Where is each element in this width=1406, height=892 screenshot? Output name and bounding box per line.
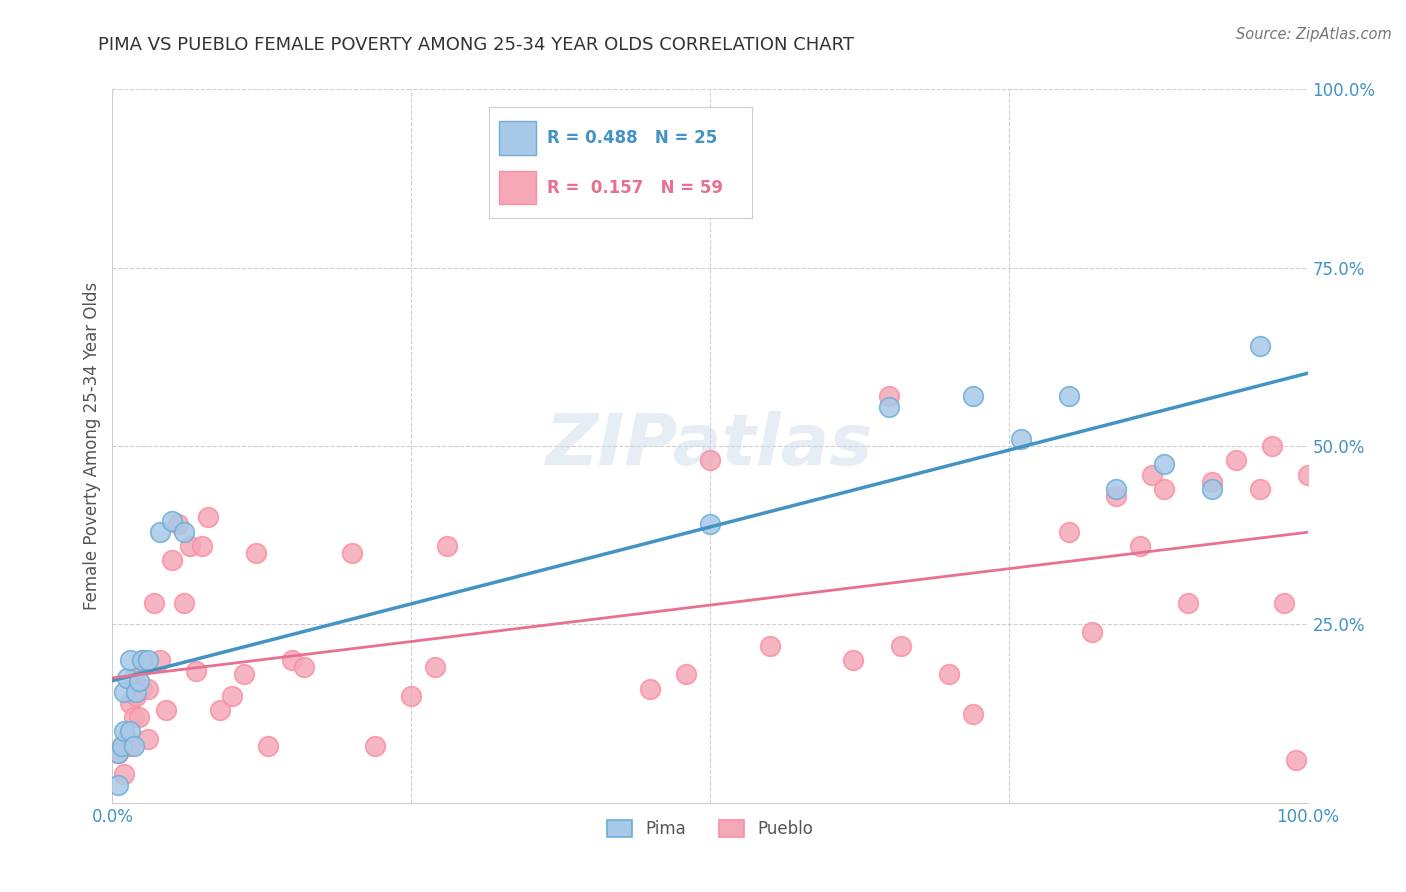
Point: [640, 681, 662, 696]
Point: [120, 653, 142, 667]
Point: [162, 514, 183, 528]
Point: [962, 706, 984, 721]
Point: [111, 739, 134, 753]
Point: [120, 696, 142, 710]
Point: [1057, 389, 1080, 403]
Point: [122, 739, 145, 753]
Point: [197, 510, 219, 524]
Point: [1153, 457, 1175, 471]
Point: [699, 453, 721, 467]
Point: [1129, 539, 1152, 553]
Point: [107, 746, 129, 760]
Y-axis label: Female Poverty Among 25-34 Year Olds: Female Poverty Among 25-34 Year Olds: [83, 282, 101, 610]
Point: [155, 703, 177, 717]
Point: [131, 653, 153, 667]
Point: [401, 689, 423, 703]
Text: ZIPatlas: ZIPatlas: [547, 411, 873, 481]
Point: [186, 664, 208, 678]
Point: [162, 553, 183, 567]
Legend: Pima, Pueblo: Pima, Pueblo: [600, 813, 820, 845]
Point: [292, 660, 315, 674]
Point: [675, 667, 697, 681]
Point: [221, 689, 243, 703]
Point: [1272, 596, 1295, 610]
Point: [938, 667, 960, 681]
Point: [1225, 453, 1247, 467]
Point: [1261, 439, 1284, 453]
Point: [699, 517, 721, 532]
Text: PIMA VS PUEBLO FEMALE POVERTY AMONG 25-34 YEAR OLDS CORRELATION CHART: PIMA VS PUEBLO FEMALE POVERTY AMONG 25-3…: [98, 36, 855, 54]
Point: [114, 685, 135, 699]
Point: [131, 681, 153, 696]
Point: [1010, 432, 1032, 446]
Point: [436, 539, 458, 553]
Point: [257, 739, 280, 753]
Point: [1153, 482, 1175, 496]
Point: [111, 739, 134, 753]
Point: [173, 596, 195, 610]
Point: [128, 674, 150, 689]
Point: [233, 667, 256, 681]
Point: [890, 639, 912, 653]
Point: [1081, 624, 1104, 639]
Point: [107, 778, 129, 792]
Point: [281, 653, 304, 667]
Point: [1201, 475, 1223, 489]
Point: [425, 660, 447, 674]
Point: [191, 539, 214, 553]
Point: [1249, 482, 1271, 496]
Point: [122, 710, 145, 724]
Point: [962, 389, 984, 403]
Point: [115, 731, 138, 746]
Point: [125, 685, 148, 699]
Point: [173, 524, 195, 539]
Point: [115, 671, 138, 685]
Point: [1105, 482, 1128, 496]
Point: [149, 653, 172, 667]
Point: [167, 517, 190, 532]
Point: [879, 400, 901, 414]
Point: [138, 681, 160, 696]
Point: [138, 653, 160, 667]
Point: [1177, 596, 1199, 610]
Point: [1201, 482, 1223, 496]
Point: [209, 703, 232, 717]
Point: [1105, 489, 1128, 503]
Point: [1285, 753, 1308, 767]
Point: [120, 724, 142, 739]
Point: [125, 689, 148, 703]
Point: [122, 671, 145, 685]
Point: [107, 746, 129, 760]
Point: [138, 731, 160, 746]
Point: [120, 739, 142, 753]
Point: [114, 724, 135, 739]
Text: Source: ZipAtlas.com: Source: ZipAtlas.com: [1236, 27, 1392, 42]
Point: [179, 539, 201, 553]
Point: [245, 546, 267, 560]
Point: [1296, 467, 1319, 482]
Point: [364, 739, 387, 753]
Point: [759, 639, 782, 653]
Point: [1057, 524, 1080, 539]
Point: [1249, 339, 1271, 353]
Point: [143, 596, 166, 610]
Point: [114, 767, 135, 781]
Point: [149, 524, 172, 539]
Point: [842, 653, 865, 667]
Point: [1142, 467, 1164, 482]
Point: [879, 389, 901, 403]
Point: [128, 710, 150, 724]
Point: [340, 546, 363, 560]
Point: [131, 653, 153, 667]
